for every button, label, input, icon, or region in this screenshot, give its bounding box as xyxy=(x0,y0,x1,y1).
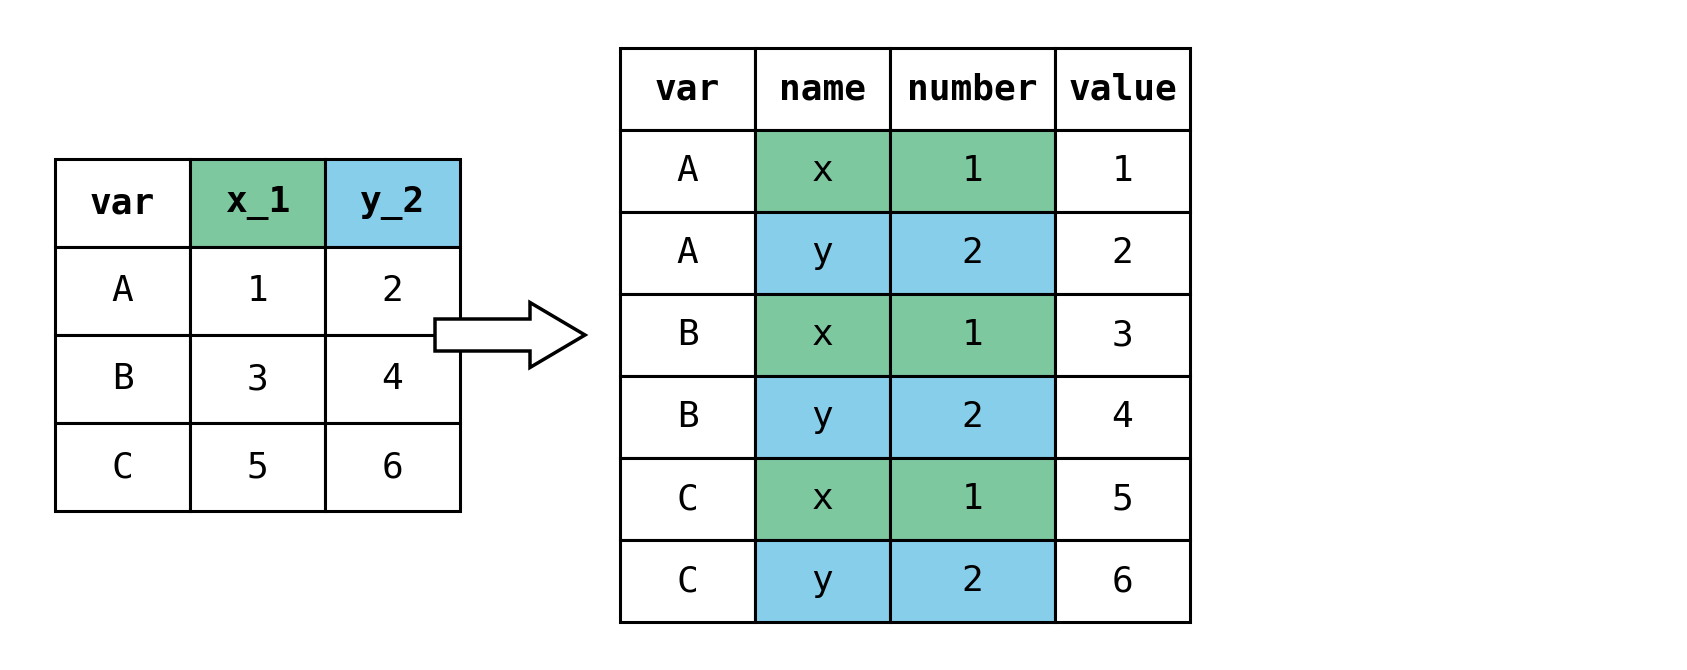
Bar xyxy=(891,376,1054,458)
Bar xyxy=(326,335,461,423)
Text: A: A xyxy=(676,236,698,270)
Text: y: y xyxy=(811,236,833,270)
Text: y_2: y_2 xyxy=(359,186,425,220)
Text: B: B xyxy=(676,400,698,434)
Text: 4: 4 xyxy=(381,362,403,396)
Bar xyxy=(191,159,326,247)
Bar xyxy=(891,540,1054,622)
Text: B: B xyxy=(676,318,698,352)
Text: 2: 2 xyxy=(962,236,984,270)
Bar xyxy=(756,48,891,130)
Text: x_1: x_1 xyxy=(224,186,290,220)
Text: x: x xyxy=(811,154,833,188)
Text: y: y xyxy=(811,400,833,434)
Bar xyxy=(1054,294,1189,376)
Text: var: var xyxy=(655,72,720,106)
Bar xyxy=(1054,458,1189,540)
Text: 1: 1 xyxy=(1112,154,1134,188)
Bar xyxy=(756,540,891,622)
Bar xyxy=(56,159,191,247)
Text: 6: 6 xyxy=(1112,564,1134,598)
Text: 2: 2 xyxy=(381,274,403,308)
Bar xyxy=(756,294,891,376)
Text: C: C xyxy=(111,450,133,484)
Text: 4: 4 xyxy=(1112,400,1134,434)
Text: x: x xyxy=(811,482,833,516)
Bar xyxy=(191,247,326,335)
Bar xyxy=(191,335,326,423)
Text: 6: 6 xyxy=(381,450,403,484)
Text: value: value xyxy=(1068,72,1178,106)
Bar xyxy=(621,376,756,458)
Text: C: C xyxy=(676,564,698,598)
Bar xyxy=(1054,540,1189,622)
Text: name: name xyxy=(779,72,865,106)
Text: 2: 2 xyxy=(962,400,984,434)
Bar xyxy=(756,212,891,294)
Text: 5: 5 xyxy=(246,450,268,484)
Bar xyxy=(756,130,891,212)
Bar xyxy=(891,212,1054,294)
Bar xyxy=(891,130,1054,212)
Text: x: x xyxy=(811,318,833,352)
Bar xyxy=(1054,130,1189,212)
Text: 2: 2 xyxy=(962,564,984,598)
Bar xyxy=(621,48,756,130)
Text: B: B xyxy=(111,362,133,396)
Bar xyxy=(621,458,756,540)
Text: number: number xyxy=(908,72,1038,106)
Bar xyxy=(1054,376,1189,458)
Bar xyxy=(56,335,191,423)
Text: 3: 3 xyxy=(246,362,268,396)
Text: 1: 1 xyxy=(246,274,268,308)
Bar xyxy=(1054,48,1189,130)
Bar xyxy=(621,294,756,376)
Bar xyxy=(891,48,1054,130)
Bar xyxy=(326,423,461,511)
Bar xyxy=(56,247,191,335)
Bar xyxy=(326,159,461,247)
Text: A: A xyxy=(111,274,133,308)
Bar xyxy=(621,540,756,622)
Text: y: y xyxy=(811,564,833,598)
Bar xyxy=(891,458,1054,540)
Text: A: A xyxy=(676,154,698,188)
Text: C: C xyxy=(676,482,698,516)
Bar xyxy=(56,423,191,511)
Bar xyxy=(326,247,461,335)
Polygon shape xyxy=(435,302,585,368)
Bar xyxy=(621,212,756,294)
Text: 1: 1 xyxy=(962,154,984,188)
Bar xyxy=(891,294,1054,376)
Text: 5: 5 xyxy=(1112,482,1134,516)
Bar xyxy=(1054,212,1189,294)
Bar xyxy=(621,130,756,212)
Text: 3: 3 xyxy=(1112,318,1134,352)
Text: 1: 1 xyxy=(962,318,984,352)
Text: var: var xyxy=(89,186,155,220)
Bar xyxy=(756,376,891,458)
Text: 2: 2 xyxy=(1112,236,1134,270)
Text: 1: 1 xyxy=(962,482,984,516)
Bar xyxy=(756,458,891,540)
Bar xyxy=(191,423,326,511)
